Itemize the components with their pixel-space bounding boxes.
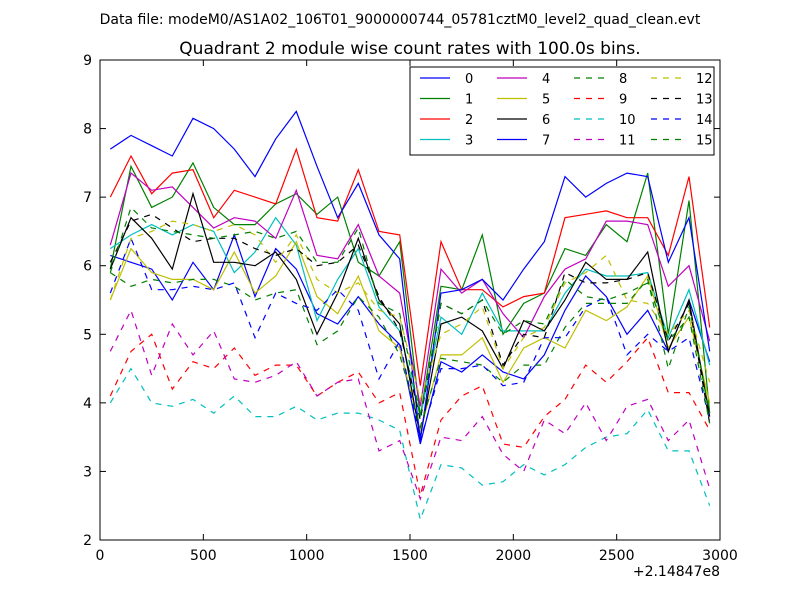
legend-label-9: 9	[619, 93, 627, 108]
series-line-12	[109, 220, 711, 402]
legend-label-10: 10	[619, 113, 636, 128]
y-tick-label: 4	[83, 396, 92, 412]
series-line-1	[109, 161, 711, 417]
y-tick-label: 6	[83, 259, 92, 275]
legend-label-0: 0	[465, 72, 473, 87]
y-tick-label: 3	[83, 464, 92, 480]
x-tick-label: 3000	[702, 548, 738, 564]
series-line-7	[109, 110, 711, 441]
x-tick-label: 1000	[289, 548, 325, 564]
y-tick-label: 9	[83, 53, 92, 69]
legend-label-12: 12	[696, 72, 713, 87]
legend-label-4: 4	[542, 72, 550, 87]
legend-label-2: 2	[465, 113, 473, 128]
x-tick-label: 2500	[599, 548, 635, 564]
legend-label-11: 11	[619, 134, 636, 149]
y-tick-label: 7	[83, 190, 92, 206]
x-tick-label: 0	[96, 548, 105, 564]
chart-suptitle: Data file: modeM0/AS1A02_106T01_90000007…	[100, 12, 701, 28]
legend-label-14: 14	[696, 113, 713, 128]
series-line-6	[109, 191, 711, 438]
legend-box	[409, 66, 715, 156]
x-offset-label: +2.14847e8	[633, 564, 720, 580]
series-line-11	[109, 308, 711, 501]
legend-label-7: 7	[542, 134, 550, 149]
x-tick-label: 2000	[496, 548, 532, 564]
legend-label-13: 13	[696, 93, 713, 108]
y-tick-label: 8	[83, 122, 92, 138]
legend-label-8: 8	[619, 72, 627, 87]
series-line-0	[110, 233, 711, 445]
legend-label-3: 3	[465, 134, 473, 149]
legend-label-15: 15	[696, 134, 713, 149]
legend-label-6: 6	[542, 113, 550, 128]
series-line-9	[109, 333, 711, 496]
chart-title: Quadrant 2 module wise count rates with …	[179, 39, 640, 59]
y-tick-label: 5	[83, 327, 92, 343]
series-line-15	[109, 206, 711, 424]
legend-label-1: 1	[465, 93, 473, 108]
x-tick-label: 1500	[392, 548, 428, 564]
series-line-14	[109, 236, 711, 441]
axis-layer: 0 500 1000 1500 2000 2500 3000 2 3 4 5 6 7 8 9	[83, 53, 738, 564]
series-line-5	[109, 240, 711, 433]
series-line-2	[109, 147, 711, 386]
legend-label-5: 5	[542, 93, 550, 108]
series-line-13	[109, 213, 711, 424]
y-tick-label: 2	[83, 533, 92, 549]
x-tick-label: 500	[190, 548, 217, 564]
series-layer	[109, 110, 711, 522]
